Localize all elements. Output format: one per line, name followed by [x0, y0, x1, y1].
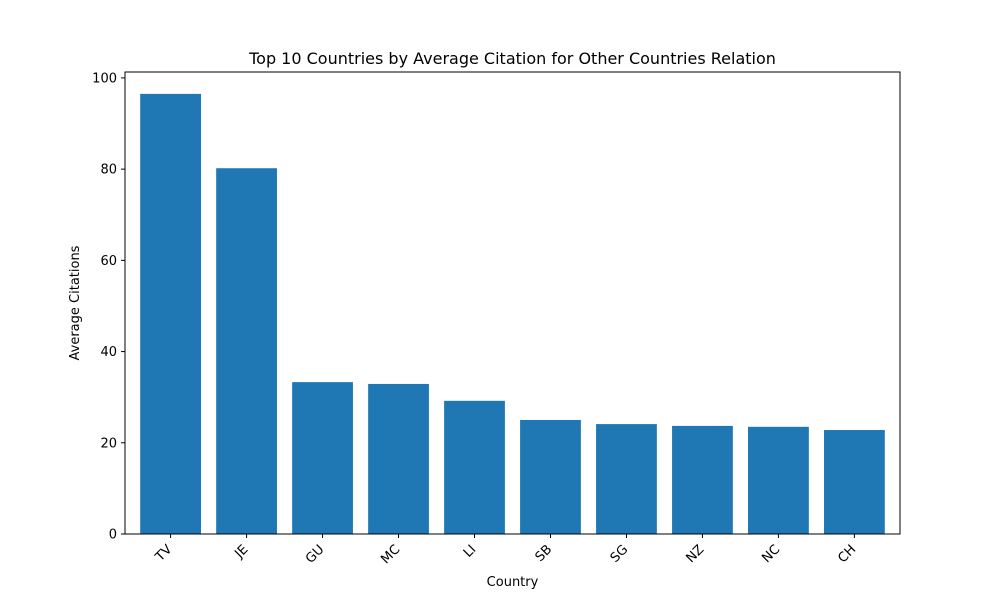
bar-nc: [748, 426, 809, 534]
x-axis-label: Country: [487, 575, 539, 590]
plot-frame: [124, 71, 901, 535]
bar-sb: [520, 419, 581, 534]
bar-mc: [368, 383, 429, 534]
bars-group: [140, 93, 885, 535]
bar-li: [444, 400, 505, 534]
y-tick-label-0: 0: [109, 528, 117, 543]
y-tick-label-80: 80: [100, 163, 117, 178]
bar-ch: [824, 430, 885, 534]
y-axis-label: Average Citations: [68, 245, 83, 360]
bar-gu: [292, 382, 353, 534]
chart-title: Top 10 Countries by Average Citation for…: [248, 49, 776, 68]
y-tick-label-100: 100: [92, 71, 117, 86]
y-tick-label-60: 60: [100, 254, 117, 269]
y-tick-label-20: 20: [100, 436, 117, 451]
bar-je: [216, 168, 277, 535]
bar-sg: [596, 424, 657, 534]
bar-nz: [672, 425, 733, 534]
y-tick-label-40: 40: [100, 345, 117, 360]
y-axis: 0 20 40 60 80 100: [92, 71, 125, 543]
bar-tv: [140, 93, 201, 534]
